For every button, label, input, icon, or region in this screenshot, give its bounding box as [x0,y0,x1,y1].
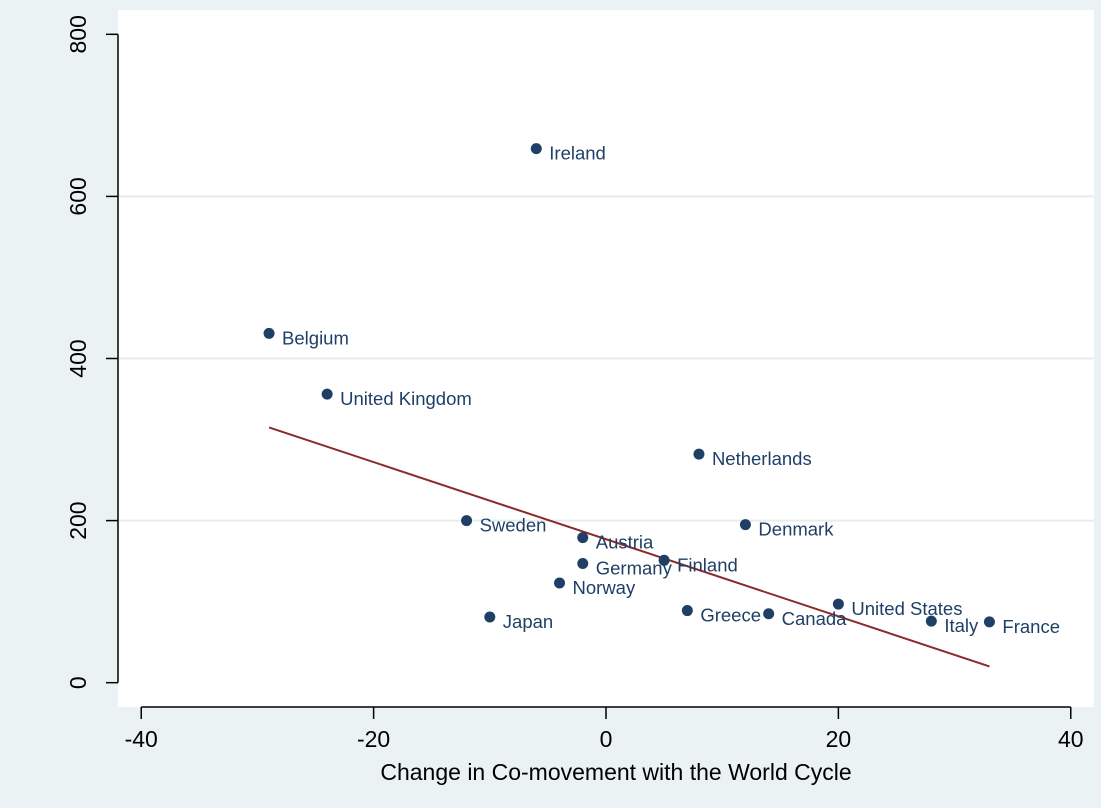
data-point-label: Belgium [282,327,349,348]
data-point-label: Denmark [758,519,834,540]
data-point-label: Greece [700,605,761,626]
data-point [484,611,496,623]
x-tick-label: 40 [1058,726,1084,752]
data-point-label: Finland [677,554,738,575]
y-tick-label: 800 [65,15,91,53]
x-axis-label: Change in Co-movement with the World Cyc… [380,759,851,785]
y-tick-label: 0 [65,676,91,689]
data-point [925,615,937,627]
data-point [461,515,473,527]
fit-line [268,426,990,668]
gridlines [118,195,1094,522]
data-point-label: United States [851,598,962,619]
data-point-label: Sweden [480,515,547,536]
data-point [577,532,589,544]
data-point [983,616,995,628]
x-tick-label: -20 [357,726,390,752]
data-point-label: Germany [596,558,673,579]
x-tick-label: 0 [600,726,613,752]
data-point [530,143,542,155]
y-tick-label: 400 [65,339,91,377]
data-point-label: Canada [782,608,848,629]
axes: 0 200 400 600 800 -40 -20 0 20 40 [65,15,1084,752]
data-point-label: Ireland [549,143,606,164]
data-point [554,577,566,589]
data-point-label: Norway [573,577,636,598]
x-tick-label: -40 [125,726,158,752]
data-point-label: Austria [596,532,654,553]
data-point [739,519,751,531]
data-point [693,448,705,460]
data-point [658,554,670,566]
y-tick-label: 200 [65,501,91,539]
data-point [763,608,775,620]
data-point-label: Italy [944,615,979,636]
x-tick-label: 20 [826,726,852,752]
data-point [577,558,589,570]
data-points: Ireland Belgium United Kingdom Netherlands S… [263,143,1060,637]
data-point [263,327,275,339]
data-point-label: United Kingdom [340,388,472,409]
data-point [832,598,844,610]
data-point-label: France [1002,616,1060,637]
data-point-label: Netherlands [712,448,812,469]
fit-line-group [268,426,990,668]
data-point [681,605,693,617]
y-tick-label: 600 [65,177,91,215]
data-point [321,388,333,400]
data-point-label: Japan [503,611,553,632]
